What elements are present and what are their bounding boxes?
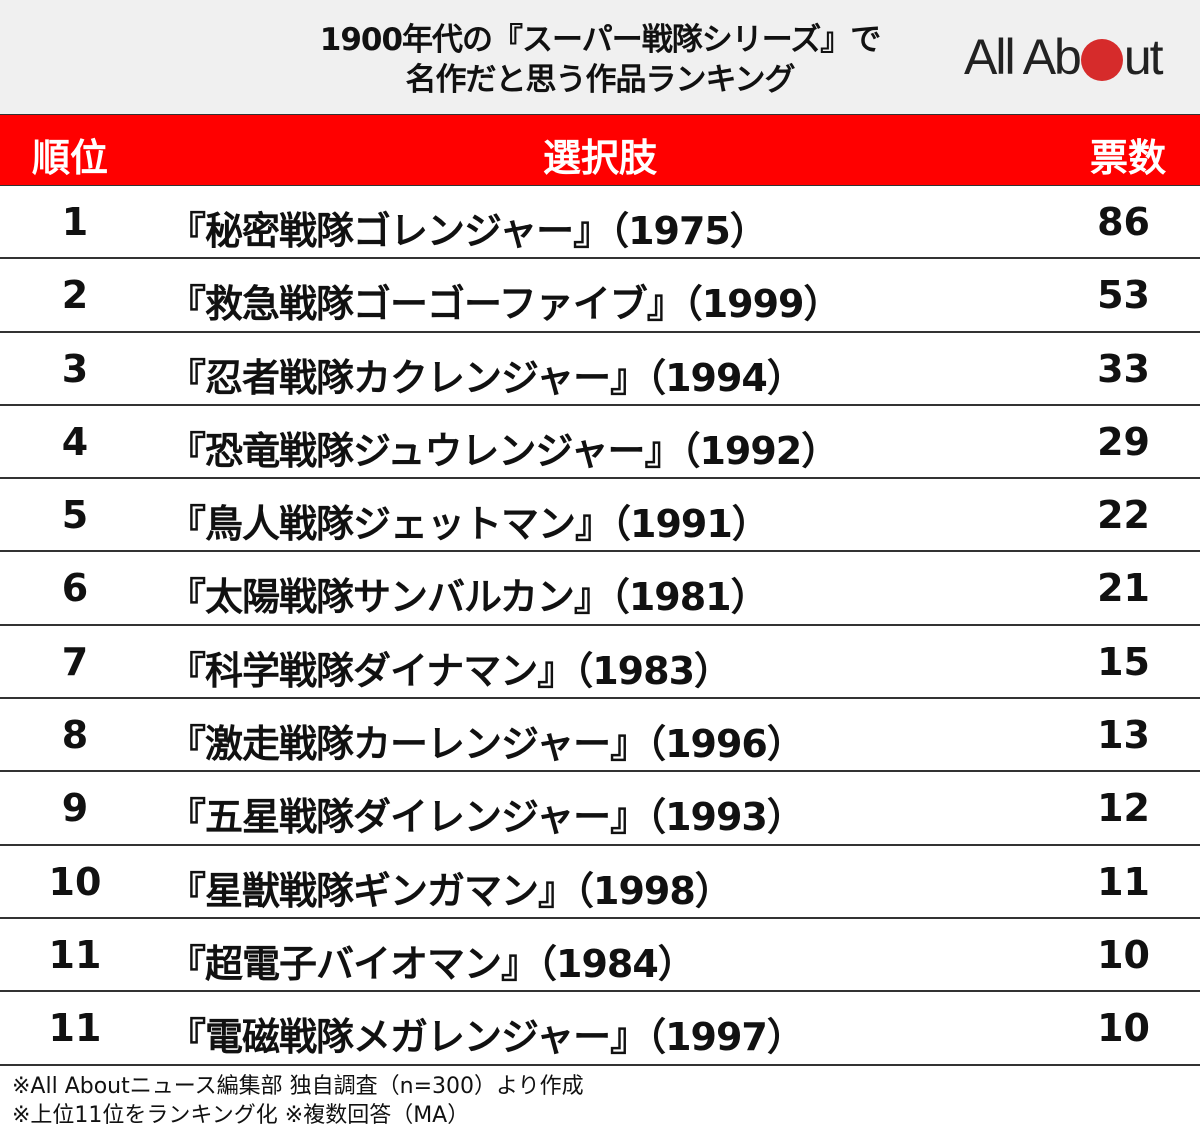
chart-title: 1900年代の『スーパー戦隊シリーズ』で 名作だと思う作品ランキング bbox=[230, 20, 970, 100]
table-row: 7 『科学戦隊ダイナマン』（1983） 15 bbox=[0, 626, 1200, 700]
title-cell: 『太陽戦隊サンバルカン』（1981） bbox=[168, 575, 769, 620]
votes-cell: 11 bbox=[1097, 859, 1150, 904]
rank-cell: 1 bbox=[61, 200, 89, 244]
title-cell: 『超電子バイオマン』（1984） bbox=[168, 941, 696, 986]
logo-text-start: All Ab bbox=[964, 29, 1082, 85]
column-header-votes: 票数 bbox=[1089, 136, 1166, 180]
votes-cell: 10 bbox=[1097, 1006, 1150, 1051]
table-row: 2 『救急戦隊ゴーゴーファイブ』（1999） 53 bbox=[0, 259, 1200, 333]
title-cell: 『五星戦隊ダイレンジャー』（1993） bbox=[168, 795, 805, 840]
title-line-1: 1900年代の『スーパー戦隊シリーズ』で bbox=[319, 22, 881, 58]
title-cell: 『鳥人戦隊ジェットマン』（1991） bbox=[168, 502, 770, 547]
votes-cell: 86 bbox=[1097, 200, 1150, 244]
votes-cell: 53 bbox=[1097, 273, 1150, 318]
rank-cell: 11 bbox=[48, 932, 102, 977]
rank-cell: 5 bbox=[61, 493, 89, 538]
footnotes: ※All Aboutニュース編集部 独自調査（n=300）より作成 ※上位11位… bbox=[12, 1072, 584, 1130]
table-row: 9 『五星戦隊ダイレンジャー』（1993） 12 bbox=[0, 772, 1200, 846]
votes-cell: 13 bbox=[1097, 713, 1150, 758]
column-header-choice: 選択肢 bbox=[542, 136, 657, 180]
rank-cell: 4 bbox=[61, 419, 89, 464]
votes-cell: 33 bbox=[1097, 346, 1150, 391]
logo-text-end: ut bbox=[1123, 29, 1164, 85]
table-row: 11 『電磁戦隊メガレンジャー』（1997） 10 bbox=[0, 992, 1200, 1066]
ranking-table-body: 1 『秘密戦隊ゴレンジャー』（1975） 86 2 『救急戦隊ゴーゴーファイブ』（19… bbox=[0, 186, 1200, 1066]
votes-cell: 29 bbox=[1097, 419, 1150, 464]
table-row: 8 『激走戦隊カーレンジャー』（1996） 13 bbox=[0, 699, 1200, 773]
table-row: 6 『太陽戦隊サンバルカン』（1981） 21 bbox=[0, 552, 1200, 626]
rank-cell: 2 bbox=[61, 273, 89, 318]
table-row: 4 『恐竜戦隊ジュウレンジャー』（1992） 29 bbox=[0, 406, 1200, 480]
title-cell: 『恐竜戦隊ジュウレンジャー』（1992） bbox=[168, 428, 839, 473]
footnote-source: ※All Aboutニュース編集部 独自調査（n=300）より作成 bbox=[12, 1074, 584, 1099]
logo-red-dot-icon bbox=[1080, 39, 1123, 81]
table-row: 11 『超電子バイオマン』（1984） 10 bbox=[0, 919, 1200, 993]
table-row: 3 『忍者戦隊カクレンジャー』（1994） 33 bbox=[0, 333, 1200, 406]
title-line-2: 名作だと思う作品ランキング bbox=[405, 62, 795, 98]
table-row: 1 『秘密戦隊ゴレンジャー』（1975） 86 bbox=[0, 186, 1200, 260]
votes-cell: 22 bbox=[1097, 493, 1150, 538]
votes-cell: 10 bbox=[1097, 932, 1150, 977]
title-cell: 『救急戦隊ゴーゴーファイブ』（1999） bbox=[168, 282, 841, 327]
title-cell: 『電磁戦隊メガレンジャー』（1997） bbox=[168, 1015, 805, 1060]
title-cell: 『忍者戦隊カクレンジャー』（1994） bbox=[168, 355, 805, 400]
rank-cell: 7 bbox=[61, 639, 89, 684]
rank-cell: 6 bbox=[61, 566, 89, 611]
title-cell: 『星獣戦隊ギンガマン』（1998） bbox=[168, 868, 733, 913]
title-cell: 『秘密戦隊ゴレンジャー』（1975） bbox=[168, 209, 768, 253]
footnote-method: ※上位11位をランキング化 ※複数回答（MA） bbox=[12, 1103, 470, 1128]
allabout-logo: All Ab ut bbox=[964, 29, 1164, 85]
title-cell: 『激走戦隊カーレンジャー』（1996） bbox=[168, 722, 805, 767]
column-header-rank: 順位 bbox=[32, 136, 109, 180]
rank-cell: 8 bbox=[61, 713, 89, 758]
rank-cell: 9 bbox=[61, 786, 89, 831]
rank-cell: 11 bbox=[48, 1006, 102, 1051]
chart-header: 1900年代の『スーパー戦隊シリーズ』で 名作だと思う作品ランキング All A… bbox=[0, 0, 1200, 114]
rank-cell: 10 bbox=[48, 859, 102, 904]
title-cell: 『科学戦隊ダイナマン』（1983） bbox=[168, 648, 732, 693]
table-row: 10 『星獣戦隊ギンガマン』（1998） 11 bbox=[0, 846, 1200, 919]
rank-cell: 3 bbox=[61, 346, 89, 391]
votes-cell: 15 bbox=[1097, 639, 1150, 684]
table-row: 5 『鳥人戦隊ジェットマン』（1991） 22 bbox=[0, 479, 1200, 553]
votes-cell: 21 bbox=[1097, 566, 1150, 611]
votes-cell: 12 bbox=[1097, 786, 1150, 831]
table-header: 選択肢 順位 票数 bbox=[0, 114, 1200, 186]
